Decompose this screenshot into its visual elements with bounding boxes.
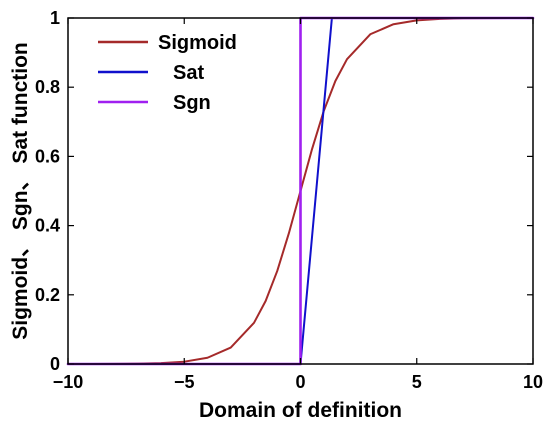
y-tick-label: 0: [50, 354, 60, 374]
x-tick-label: 5: [412, 372, 422, 392]
x-tick-label: −5: [174, 372, 195, 392]
x-tick-label: 10: [523, 372, 543, 392]
y-axis-label: Sigmoid、 Sgn、 Sat function: [9, 42, 32, 340]
x-tick-label: −10: [53, 372, 84, 392]
x-tick-label: 0: [295, 372, 305, 392]
legend-label-sigmoid: Sigmoid: [158, 32, 237, 54]
series-line-sgn: [66, 16, 535, 366]
legend-label-sgn: Sgn: [173, 92, 211, 114]
y-tick-label: 0.2: [35, 285, 60, 305]
y-tick-label: 1: [50, 8, 60, 28]
y-tick-label: 0.8: [35, 77, 60, 97]
legend-layer: Sigmoid Sat Sgn: [98, 32, 237, 114]
legend-label-sat: Sat: [173, 62, 204, 84]
y-tick-label: 0.6: [35, 146, 60, 166]
series-layer: [66, 16, 535, 366]
x-axis-label: Domain of definition: [199, 399, 402, 422]
y-tick-label: 0.4: [35, 216, 60, 236]
ticks-layer: −10 −5 0 5 10 0 0.2 0.4 0.6 0.8 1: [35, 8, 543, 392]
